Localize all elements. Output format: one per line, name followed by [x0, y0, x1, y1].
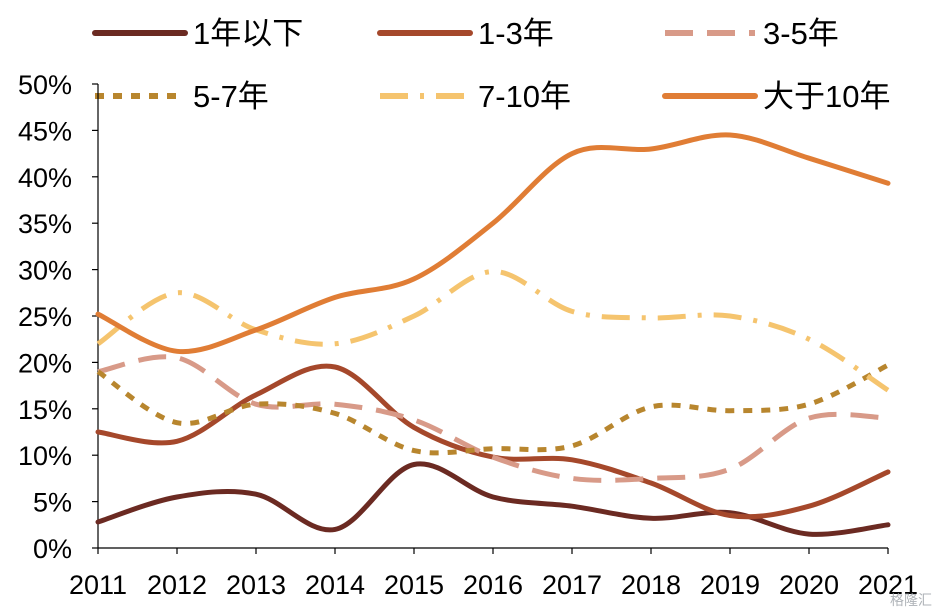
series-line-2	[97, 354, 889, 483]
y-tick-label: 50%	[18, 70, 72, 100]
x-tick-label: 2015	[384, 570, 444, 600]
x-tick-label: 2017	[542, 570, 602, 600]
x-tick-label: 2019	[700, 570, 760, 600]
y-tick-label: 45%	[18, 116, 72, 146]
legend-label-1: 1-3年	[478, 16, 554, 51]
y-tick-label: 30%	[18, 256, 72, 286]
y-tick-label: 40%	[18, 163, 72, 193]
chart-series	[95, 132, 891, 537]
series-line-4	[96, 268, 890, 393]
legend-label-2: 3-5年	[763, 16, 839, 51]
legend-label-3: 5-7年	[193, 79, 269, 114]
series-line-3	[96, 362, 890, 456]
y-tick-label: 20%	[18, 348, 72, 378]
x-tick-label: 2013	[226, 570, 286, 600]
y-tick-label: 0%	[33, 534, 72, 564]
x-tick-label: 2018	[621, 570, 681, 600]
series-line-0	[95, 461, 891, 537]
legend-label-0: 1年以下	[193, 16, 303, 51]
x-tick-label: 2020	[779, 570, 839, 600]
watermark-logo: 格隆汇	[890, 593, 932, 609]
y-tick-label: 5%	[33, 488, 72, 518]
y-tick-label: 15%	[18, 395, 72, 425]
x-tick-label: 2012	[147, 570, 207, 600]
chart-legend: 1年以下 1-3年 3-5年 5-7年 7-10年 大于10年	[92, 16, 890, 114]
x-tick-label: 2021	[858, 570, 918, 600]
chart-axes: 0% 5% 10% 15% 20% 25% 30% 35% 40% 45% 50% 2011 2012 2…	[18, 70, 918, 600]
x-tick-label: 2016	[463, 570, 523, 600]
x-tick-label: 2014	[305, 570, 365, 600]
y-tick-label: 25%	[18, 302, 72, 332]
y-tick-label: 10%	[18, 441, 72, 471]
legend-label-5: 大于10年	[763, 79, 890, 114]
y-tick-label: 35%	[18, 209, 72, 239]
x-tick-label: 2011	[69, 570, 127, 600]
legend-label-4: 7-10年	[478, 79, 571, 114]
series-line-5	[95, 132, 891, 355]
